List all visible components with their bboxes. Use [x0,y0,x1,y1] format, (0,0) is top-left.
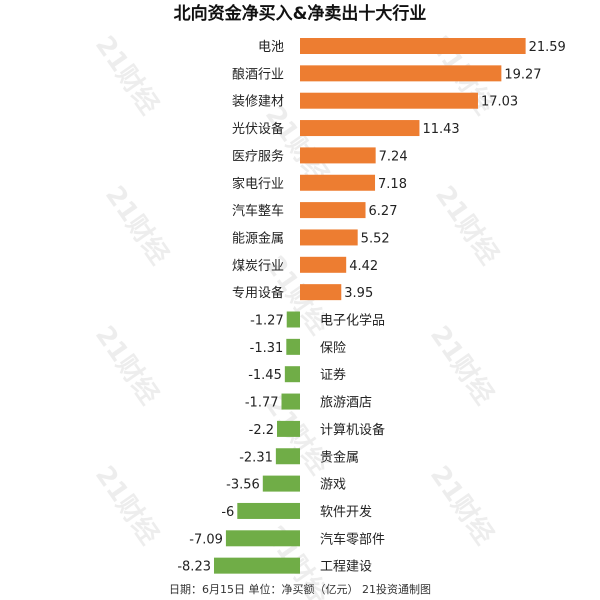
category-label: 汽车整车 [232,203,284,219]
bar [213,557,300,574]
category-label: 电池 [258,40,284,55]
value-label: -6 [221,505,234,520]
value-label: 7.24 [379,149,408,164]
watermark: 21财经 [99,180,175,270]
category-label: 酿酒行业 [232,66,284,82]
value-label: -1.45 [248,368,282,383]
value-label: 5.52 [361,231,390,246]
category-label: 贵金属 [320,449,359,465]
category-labels-group: 电池酿酒行业装修建材光伏设备医疗服务家电行业汽车整车能源金属煤炭行业专用设备电子… [232,40,385,575]
value-label: -7.09 [189,532,223,547]
bar [300,174,376,191]
value-label: 3.95 [344,286,373,301]
bar [300,284,342,301]
bar [275,448,300,465]
category-label: 光伏设备 [232,121,284,137]
category-label: 专用设备 [232,285,284,301]
bar [237,502,300,519]
chart-title: 北向资金净买入&净卖出十大行业 [174,3,427,24]
bar [300,38,526,54]
bar [300,92,478,109]
category-label: 医疗服务 [232,148,284,164]
value-label: 19.27 [504,67,541,82]
bar [300,256,347,273]
watermark: 21财经 [89,320,165,410]
bar [286,338,300,355]
bar [300,65,502,82]
category-label: 汽车零部件 [320,531,385,547]
value-label: 17.03 [481,95,518,110]
category-label: 旅游酒店 [320,396,372,411]
watermark: 21财经 [424,320,500,410]
bar [284,366,300,383]
bars-group [213,38,526,574]
bar [300,120,420,137]
value-label: -3.56 [226,478,260,493]
watermark: 21财经 [429,180,505,270]
bar [262,475,300,492]
bar [300,202,366,219]
category-label: 家电行业 [232,176,284,192]
value-label: 7.18 [378,177,407,192]
value-label: 6.27 [369,204,398,219]
category-label: 游戏 [320,478,346,493]
value-label: 11.43 [422,122,459,137]
value-label: -1.31 [250,341,284,356]
value-label: 4.42 [349,259,378,274]
category-label: 煤炭行业 [232,259,284,274]
bar [286,311,300,328]
value-label: -2.2 [249,423,274,438]
category-label: 证券 [320,367,346,383]
value-label: -1.27 [250,314,284,329]
watermark: 21财经 [424,460,500,550]
value-labels-group: 21.59 19.27 17.03 11.43 7.24 7.18 6.27 5.52 4.42… [177,40,565,575]
bar [300,229,358,246]
category-label: 保险 [320,341,346,356]
value-label: -2.31 [239,450,273,465]
bar [300,147,376,164]
category-label: 能源金属 [232,230,284,246]
bar [225,530,300,547]
value-label: -8.23 [177,560,211,575]
value-label: -1.77 [245,396,279,411]
chart-footnote: 日期：6月15日 单位：净买额（亿元） 21投资通制图 [169,582,431,596]
bar [281,393,300,410]
category-label: 工程建设 [320,560,372,575]
category-label: 装修建材 [232,95,284,110]
category-label: 软件开发 [320,504,372,520]
category-label: 计算机设备 [320,422,385,438]
category-label: 电子化学品 [320,313,385,329]
value-label: 21.59 [529,40,566,55]
bar [277,420,300,437]
watermark: 21财经 [89,30,165,120]
watermark: 21财经 [89,460,165,550]
